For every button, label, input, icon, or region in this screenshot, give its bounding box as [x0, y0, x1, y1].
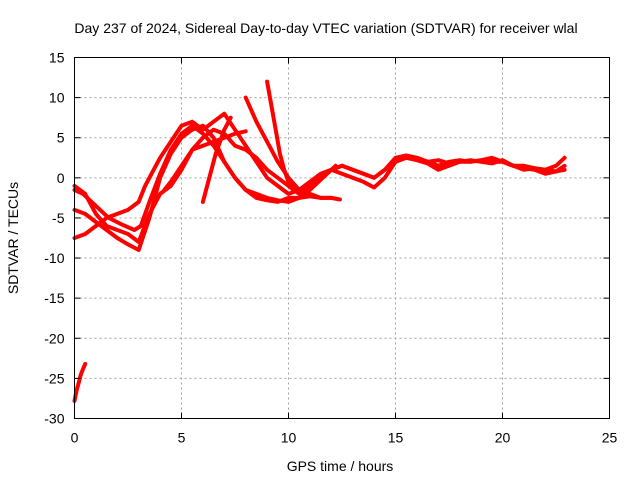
y-tick-label: -10 [44, 250, 64, 266]
y-tick-label: -5 [52, 210, 65, 226]
y-tick-label: -25 [44, 370, 64, 386]
plot-frame [74, 57, 610, 419]
y-tick-label: 10 [49, 90, 65, 106]
y-tick-label: -15 [44, 290, 64, 306]
tick-layer: 0 5 10 15 20 25 -30 -25 -20 -15 -10 -5 0 5 10 15 [44, 50, 617, 446]
series-line-s7 [243, 95, 567, 192]
y-tick-label: -20 [44, 330, 64, 346]
y-tick-label: 5 [57, 130, 65, 146]
x-tick-label: 5 [178, 430, 186, 446]
x-tick-label: 20 [495, 430, 511, 446]
chart-title: Day 237 of 2024, Sidereal Day-to-day VTE… [74, 20, 577, 36]
y-tick-label: -30 [44, 411, 64, 427]
data-layer [72, 79, 567, 403]
y-tick-label: 15 [49, 50, 65, 66]
y-tick-label: 0 [57, 170, 65, 186]
x-axis-label: GPS time / hours [287, 458, 394, 474]
x-tick-label: 15 [388, 430, 404, 446]
series-line-s8 [265, 79, 338, 196]
x-tick-label: 25 [602, 430, 618, 446]
x-tick-label: 10 [281, 430, 297, 446]
grid-layer [74, 57, 610, 419]
x-tick-label: 0 [71, 430, 79, 446]
series-line-s9 [72, 361, 88, 403]
series-line-s2 [72, 123, 334, 252]
series-line-s5 [162, 129, 248, 192]
y-axis-label: SDTVAR / TECUs [5, 182, 21, 294]
series-line-s6 [200, 115, 233, 204]
